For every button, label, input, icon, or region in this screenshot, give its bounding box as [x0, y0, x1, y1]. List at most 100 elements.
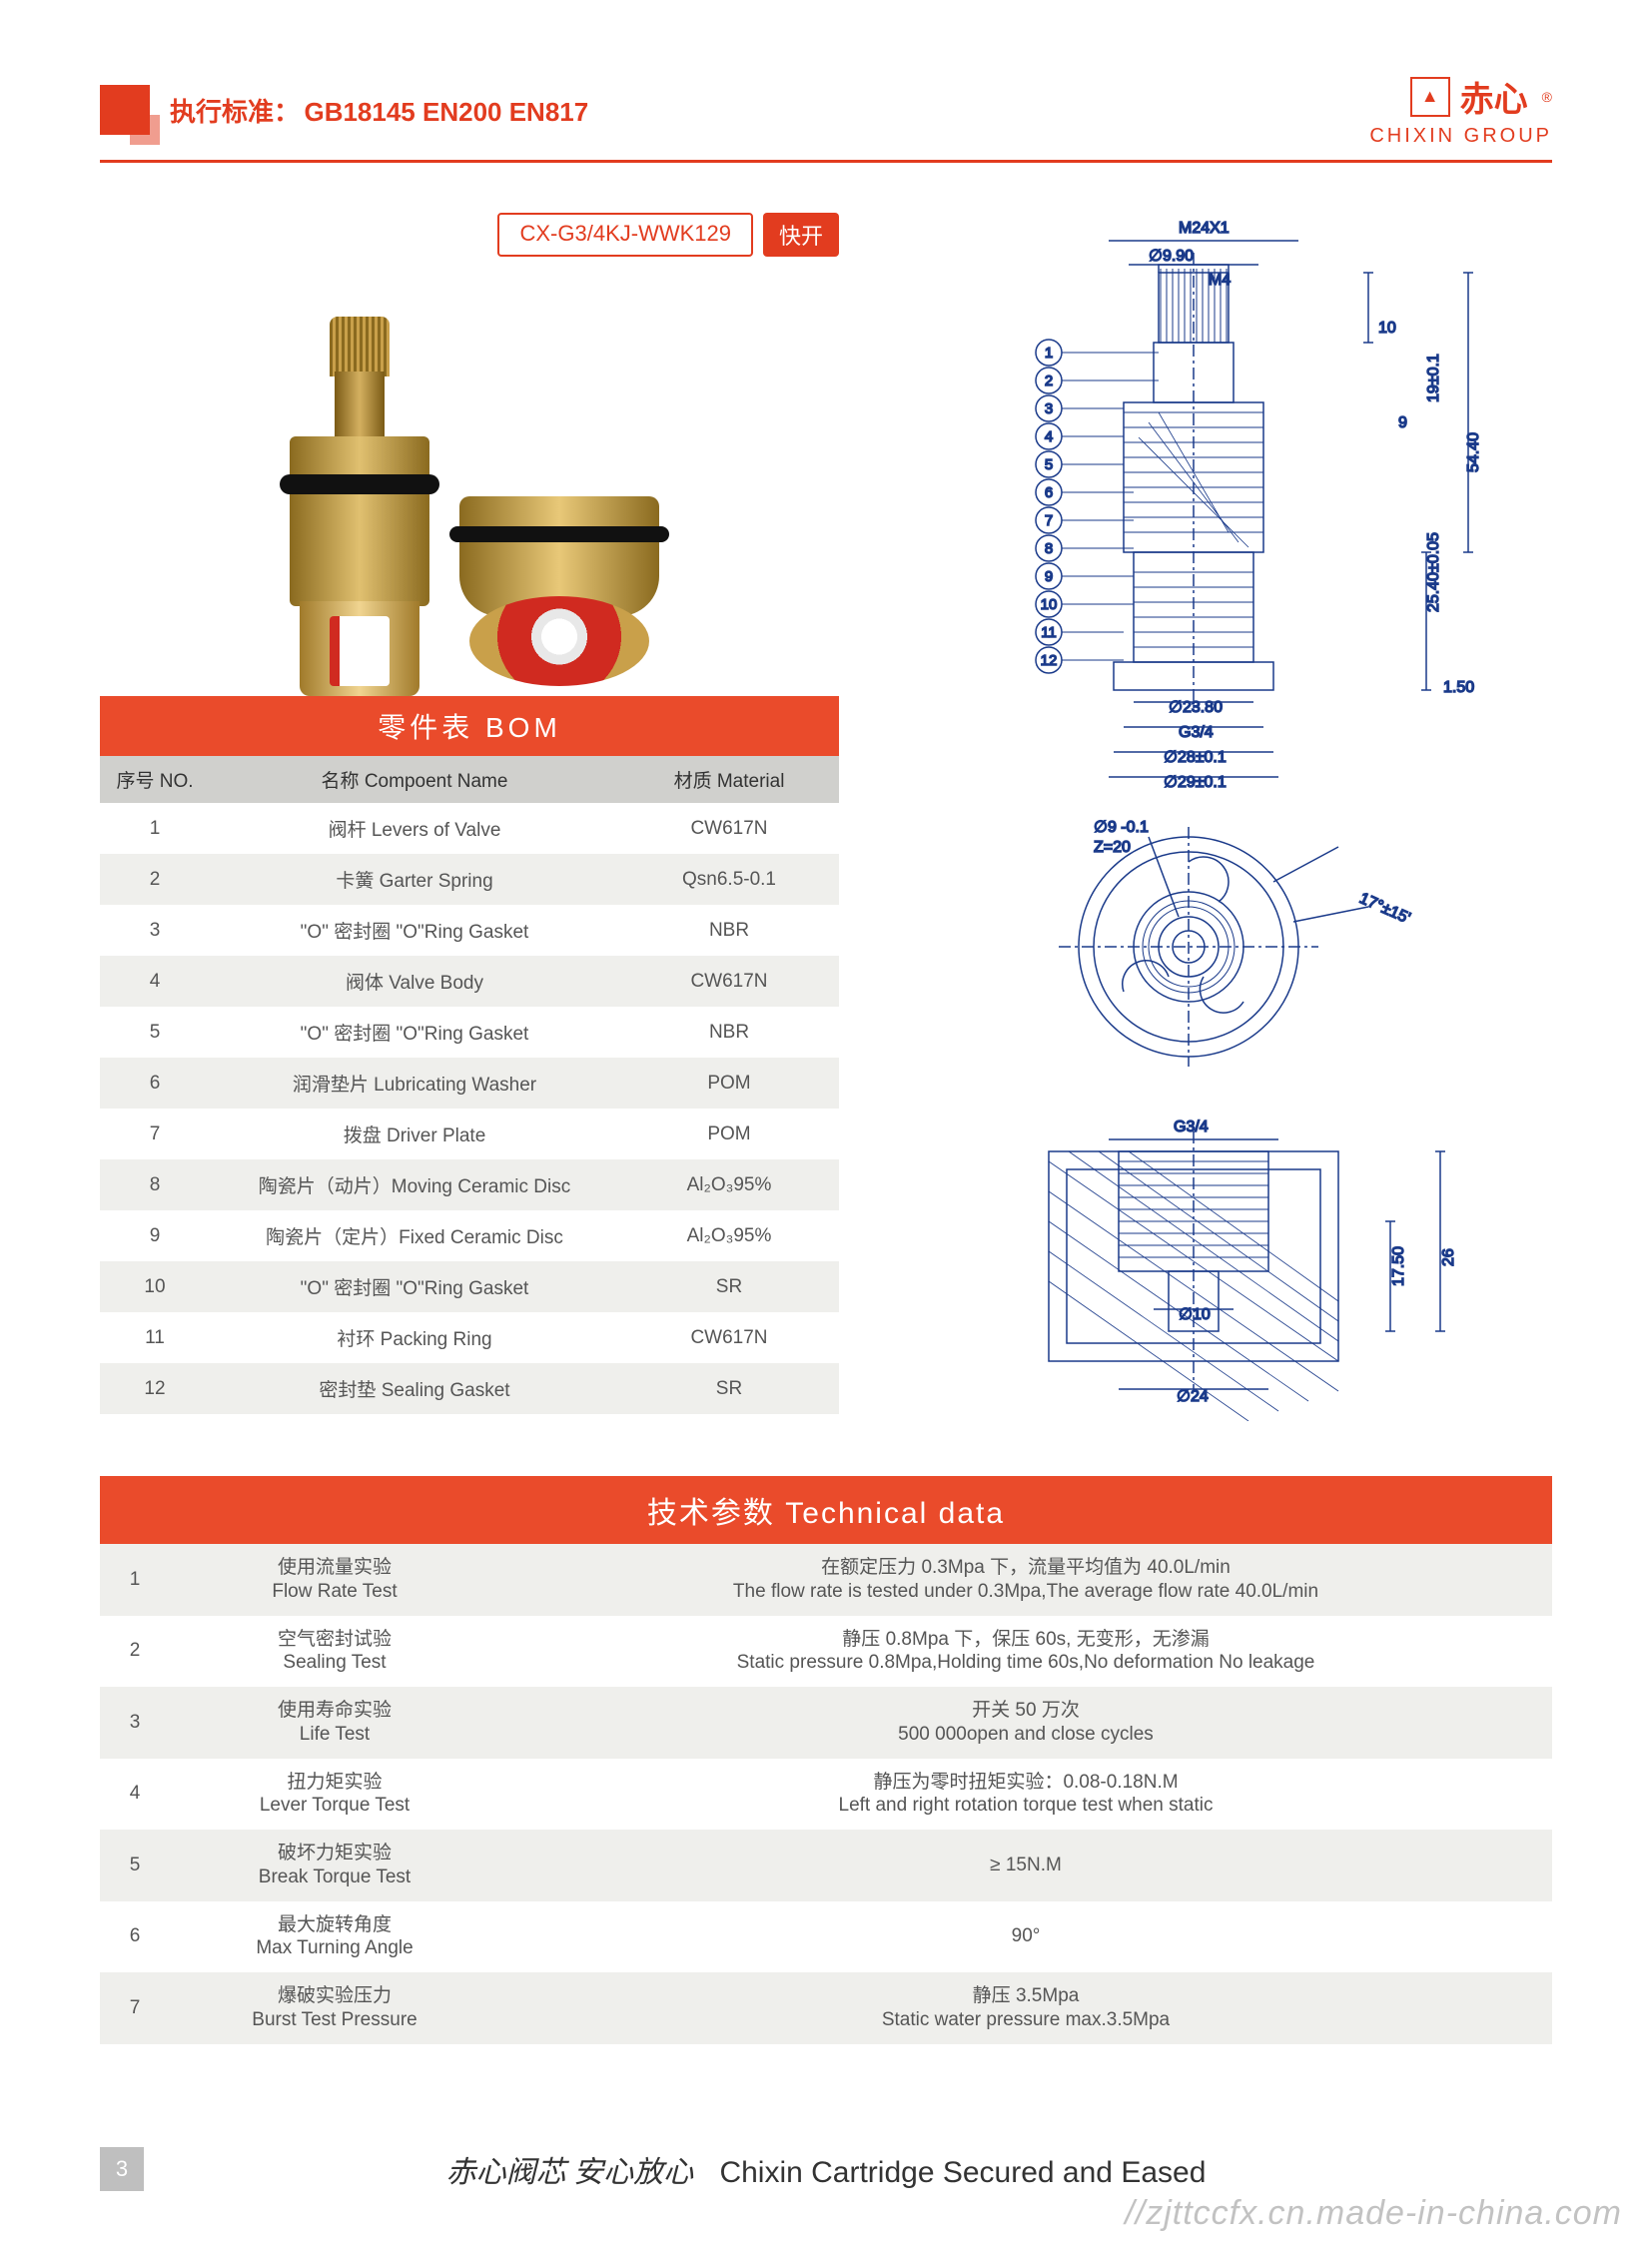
bom-col-no: 序号 NO.: [100, 756, 210, 803]
tech-title: 技术参数 Technical data: [100, 1476, 1552, 1544]
engineering-drawing-topview: ∅9 -0.1 Z=20 17°±15': [899, 807, 1548, 1087]
table-cell: 陶瓷片（定片）Fixed Ceramic Disc: [210, 1210, 619, 1261]
table-row: 8陶瓷片（动片）Moving Ceramic DiscAl₂O₃95%: [100, 1159, 839, 1210]
table-cell: 3: [100, 905, 210, 956]
footer: 3 赤心阀芯 安心放心 Chixin Cartridge Secured and…: [0, 2147, 1652, 2191]
table-row: 11衬环 Packing RingCW617N: [100, 1312, 839, 1363]
tech-name: 空气密封试验Sealing Test: [170, 1616, 499, 1688]
svg-text:11: 11: [1041, 624, 1057, 641]
table-cell: POM: [619, 1109, 839, 1159]
table-cell: "O" 密封圈 "O"Ring Gasket: [210, 1261, 619, 1312]
tech-name: 使用流量实验Flow Rate Test: [170, 1544, 499, 1616]
table-cell: NBR: [619, 1007, 839, 1058]
table-cell: 衬环 Packing Ring: [210, 1312, 619, 1363]
tech-name: 扭力矩实验Lever Torque Test: [170, 1759, 499, 1831]
brand-logo-icon: ▲: [1410, 77, 1450, 117]
table-row: 2卡簧 Garter SpringQsn6.5-0.1: [100, 854, 839, 905]
tech-value: 静压 3.5MpaStatic water pressure max.3.5Mp…: [499, 1972, 1552, 2044]
header: 执行标准： GB18145 EN200 EN817 ▲ 赤心 ® CHIXIN …: [100, 70, 1552, 150]
svg-text:8: 8: [1045, 540, 1053, 557]
table-row: 7爆破实验压力Burst Test Pressure静压 3.5MpaStati…: [100, 1972, 1552, 2044]
table-cell: 4: [100, 956, 210, 1007]
table-row: 2空气密封试验Sealing Test静压 0.8Mpa 下，保压 60s, 无…: [100, 1616, 1552, 1688]
svg-text:26: 26: [1440, 1248, 1457, 1266]
svg-text:17°±15': 17°±15': [1356, 890, 1412, 927]
table-row: 10"O" 密封圈 "O"Ring GasketSR: [100, 1261, 839, 1312]
svg-text:2: 2: [1045, 373, 1053, 389]
table-cell: 阀体 Valve Body: [210, 956, 619, 1007]
tech-value: ≥ 15N.M: [499, 1830, 1552, 1901]
svg-text:∅24: ∅24: [1177, 1388, 1209, 1405]
tech-no: 4: [100, 1759, 170, 1831]
brand-en: CHIXIN GROUP: [1369, 125, 1552, 148]
table-row: 9陶瓷片（定片）Fixed Ceramic DiscAl₂O₃95%: [100, 1210, 839, 1261]
tech-table: 1使用流量实验Flow Rate Test在额定压力 0.3Mpa 下，流量平均…: [100, 1544, 1552, 2044]
watermark: //zjttccfx.cn.made-in-china.com: [1125, 2194, 1622, 2233]
tech-name: 爆破实验压力Burst Test Pressure: [170, 1972, 499, 2044]
table-cell: POM: [619, 1058, 839, 1109]
svg-text:7: 7: [1045, 512, 1053, 529]
table-cell: CW617N: [619, 956, 839, 1007]
svg-text:10: 10: [1378, 320, 1396, 337]
slogan-en: Chixin Cartridge Secured and Eased: [719, 2156, 1206, 2189]
table-cell: 润滑垫片 Lubricating Washer: [210, 1058, 619, 1109]
svg-text:25.40±0.05: 25.40±0.05: [1425, 532, 1442, 612]
svg-text:∅9.90: ∅9.90: [1149, 248, 1194, 265]
table-cell: 陶瓷片（动片）Moving Ceramic Disc: [210, 1159, 619, 1210]
bom-col-name: 名称 Compoent Name: [210, 756, 619, 803]
model-number: CX-G3/4KJ-WWK129: [497, 213, 753, 257]
table-row: 1阀杆 Levers of ValveCW617N: [100, 803, 839, 854]
svg-text:∅9 -0.1: ∅9 -0.1: [1094, 819, 1149, 836]
table-cell: 5: [100, 1007, 210, 1058]
svg-text:9: 9: [1398, 414, 1407, 431]
product-tag: 快开: [763, 213, 839, 257]
product-photo: [100, 277, 839, 696]
svg-text:M24X1: M24X1: [1179, 220, 1230, 237]
svg-text:6: 6: [1045, 484, 1053, 501]
table-cell: 2: [100, 854, 210, 905]
standards-values: GB18145 EN200 EN817: [304, 97, 588, 127]
header-divider: [100, 160, 1552, 163]
cartridge-tilted-icon: [439, 476, 679, 696]
bom-title: 零件表 BOM: [100, 696, 839, 756]
svg-text:9: 9: [1045, 568, 1053, 585]
engineering-drawing-main: M24X1 ∅9.90 M4: [899, 213, 1548, 802]
reg-mark: ®: [1542, 89, 1552, 105]
table-cell: 8: [100, 1159, 210, 1210]
table-cell: 卡簧 Garter Spring: [210, 854, 619, 905]
tech-no: 7: [100, 1972, 170, 2044]
table-cell: "O" 密封圈 "O"Ring Gasket: [210, 905, 619, 956]
tech-name: 破坏力矩实验Break Torque Test: [170, 1830, 499, 1901]
table-cell: CW617N: [619, 1312, 839, 1363]
tech-value: 静压 0.8Mpa 下，保压 60s, 无变形，无渗漏Static pressu…: [499, 1616, 1552, 1688]
engineering-drawing-socket: G3/4 ∅10 17.50 26 ∅24: [899, 1092, 1548, 1421]
tech-no: 3: [100, 1687, 170, 1759]
svg-text:G3/4: G3/4: [1174, 1119, 1209, 1135]
tech-value: 静压为零时扭矩实验：0.08-0.18N.MLeft and right rot…: [499, 1759, 1552, 1831]
brand-cn: 赤心: [1460, 72, 1528, 121]
table-cell: SR: [619, 1363, 839, 1414]
svg-text:4: 4: [1045, 428, 1053, 445]
table-row: 6最大旋转角度Max Turning Angle90°: [100, 1901, 1552, 1973]
svg-text:1.50: 1.50: [1443, 679, 1474, 696]
table-row: 5"O" 密封圈 "O"Ring GasketNBR: [100, 1007, 839, 1058]
table-cell: 拨盘 Driver Plate: [210, 1109, 619, 1159]
table-cell: 阀杆 Levers of Valve: [210, 803, 619, 854]
svg-text:12: 12: [1041, 652, 1058, 669]
tech-value: 90°: [499, 1901, 1552, 1973]
table-row: 4扭力矩实验Lever Torque Test静压为零时扭矩实验：0.08-0.…: [100, 1759, 1552, 1831]
svg-text:M4: M4: [1209, 272, 1231, 289]
table-row: 6润滑垫片 Lubricating WasherPOM: [100, 1058, 839, 1109]
table-cell: 密封垫 Sealing Gasket: [210, 1363, 619, 1414]
tech-name: 使用寿命实验Life Test: [170, 1687, 499, 1759]
table-row: 3使用寿命实验Life Test开关 50 万次500 000open and …: [100, 1687, 1552, 1759]
bom-col-mat: 材质 Material: [619, 756, 839, 803]
svg-text:Z=20: Z=20: [1094, 839, 1131, 856]
svg-text:1: 1: [1045, 345, 1053, 362]
tech-no: 5: [100, 1830, 170, 1901]
table-cell: SR: [619, 1261, 839, 1312]
standards-label: 执行标准：: [170, 97, 300, 127]
table-cell: "O" 密封圈 "O"Ring Gasket: [210, 1007, 619, 1058]
svg-text:5: 5: [1045, 456, 1053, 473]
table-cell: 11: [100, 1312, 210, 1363]
